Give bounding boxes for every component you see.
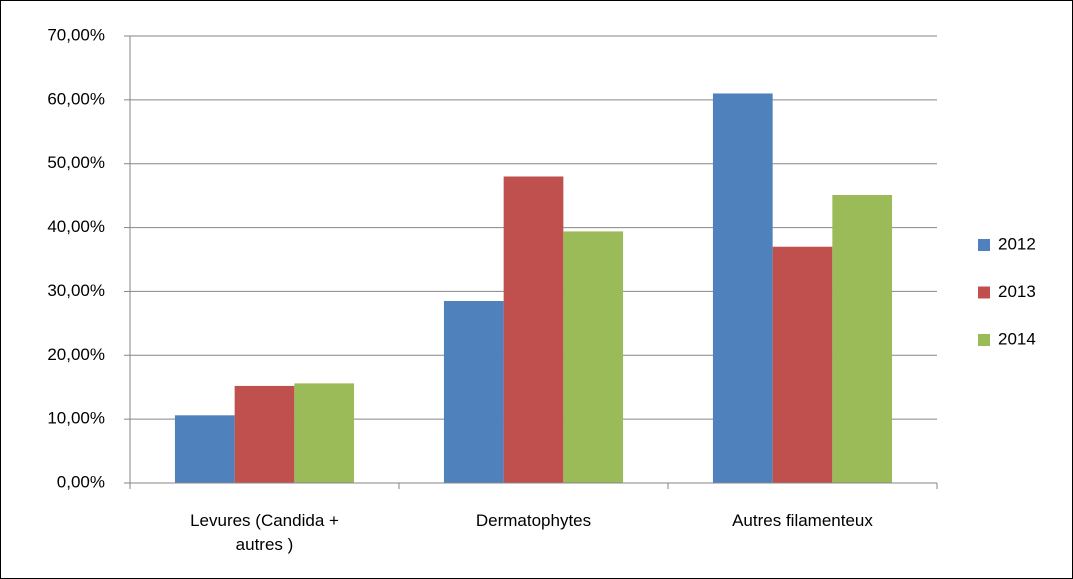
- bar: [294, 383, 355, 483]
- bar: [563, 231, 624, 483]
- bar: [712, 93, 773, 483]
- legend-swatch: [978, 239, 990, 251]
- y-tick-label: 10,00%: [47, 409, 105, 428]
- bar: [832, 195, 893, 484]
- bar: [503, 176, 564, 483]
- y-tick-label: 60,00%: [47, 89, 105, 108]
- y-tick-label: 50,00%: [47, 153, 105, 172]
- x-tick-label: Dermatophytes: [475, 511, 592, 530]
- y-tick-label: 70,00%: [47, 25, 105, 44]
- legend-label: 2012: [998, 234, 1036, 253]
- legend-label: 2014: [998, 329, 1036, 348]
- legend-label: 2013: [998, 282, 1036, 301]
- legend-swatch: [978, 286, 990, 299]
- bar: [174, 415, 235, 483]
- bar: [234, 385, 295, 483]
- y-tick-label: 30,00%: [47, 281, 105, 300]
- bar: [772, 246, 833, 483]
- y-tick-label: 20,00%: [47, 345, 105, 364]
- x-tick-label: Autres filamenteux: [732, 511, 873, 530]
- y-tick-label: 40,00%: [47, 217, 105, 236]
- legend-swatch: [978, 334, 990, 346]
- y-tick-label: 0,00%: [57, 472, 105, 491]
- x-tick-label: Levures (Candida + autres ): [190, 511, 339, 554]
- bar: [443, 301, 504, 483]
